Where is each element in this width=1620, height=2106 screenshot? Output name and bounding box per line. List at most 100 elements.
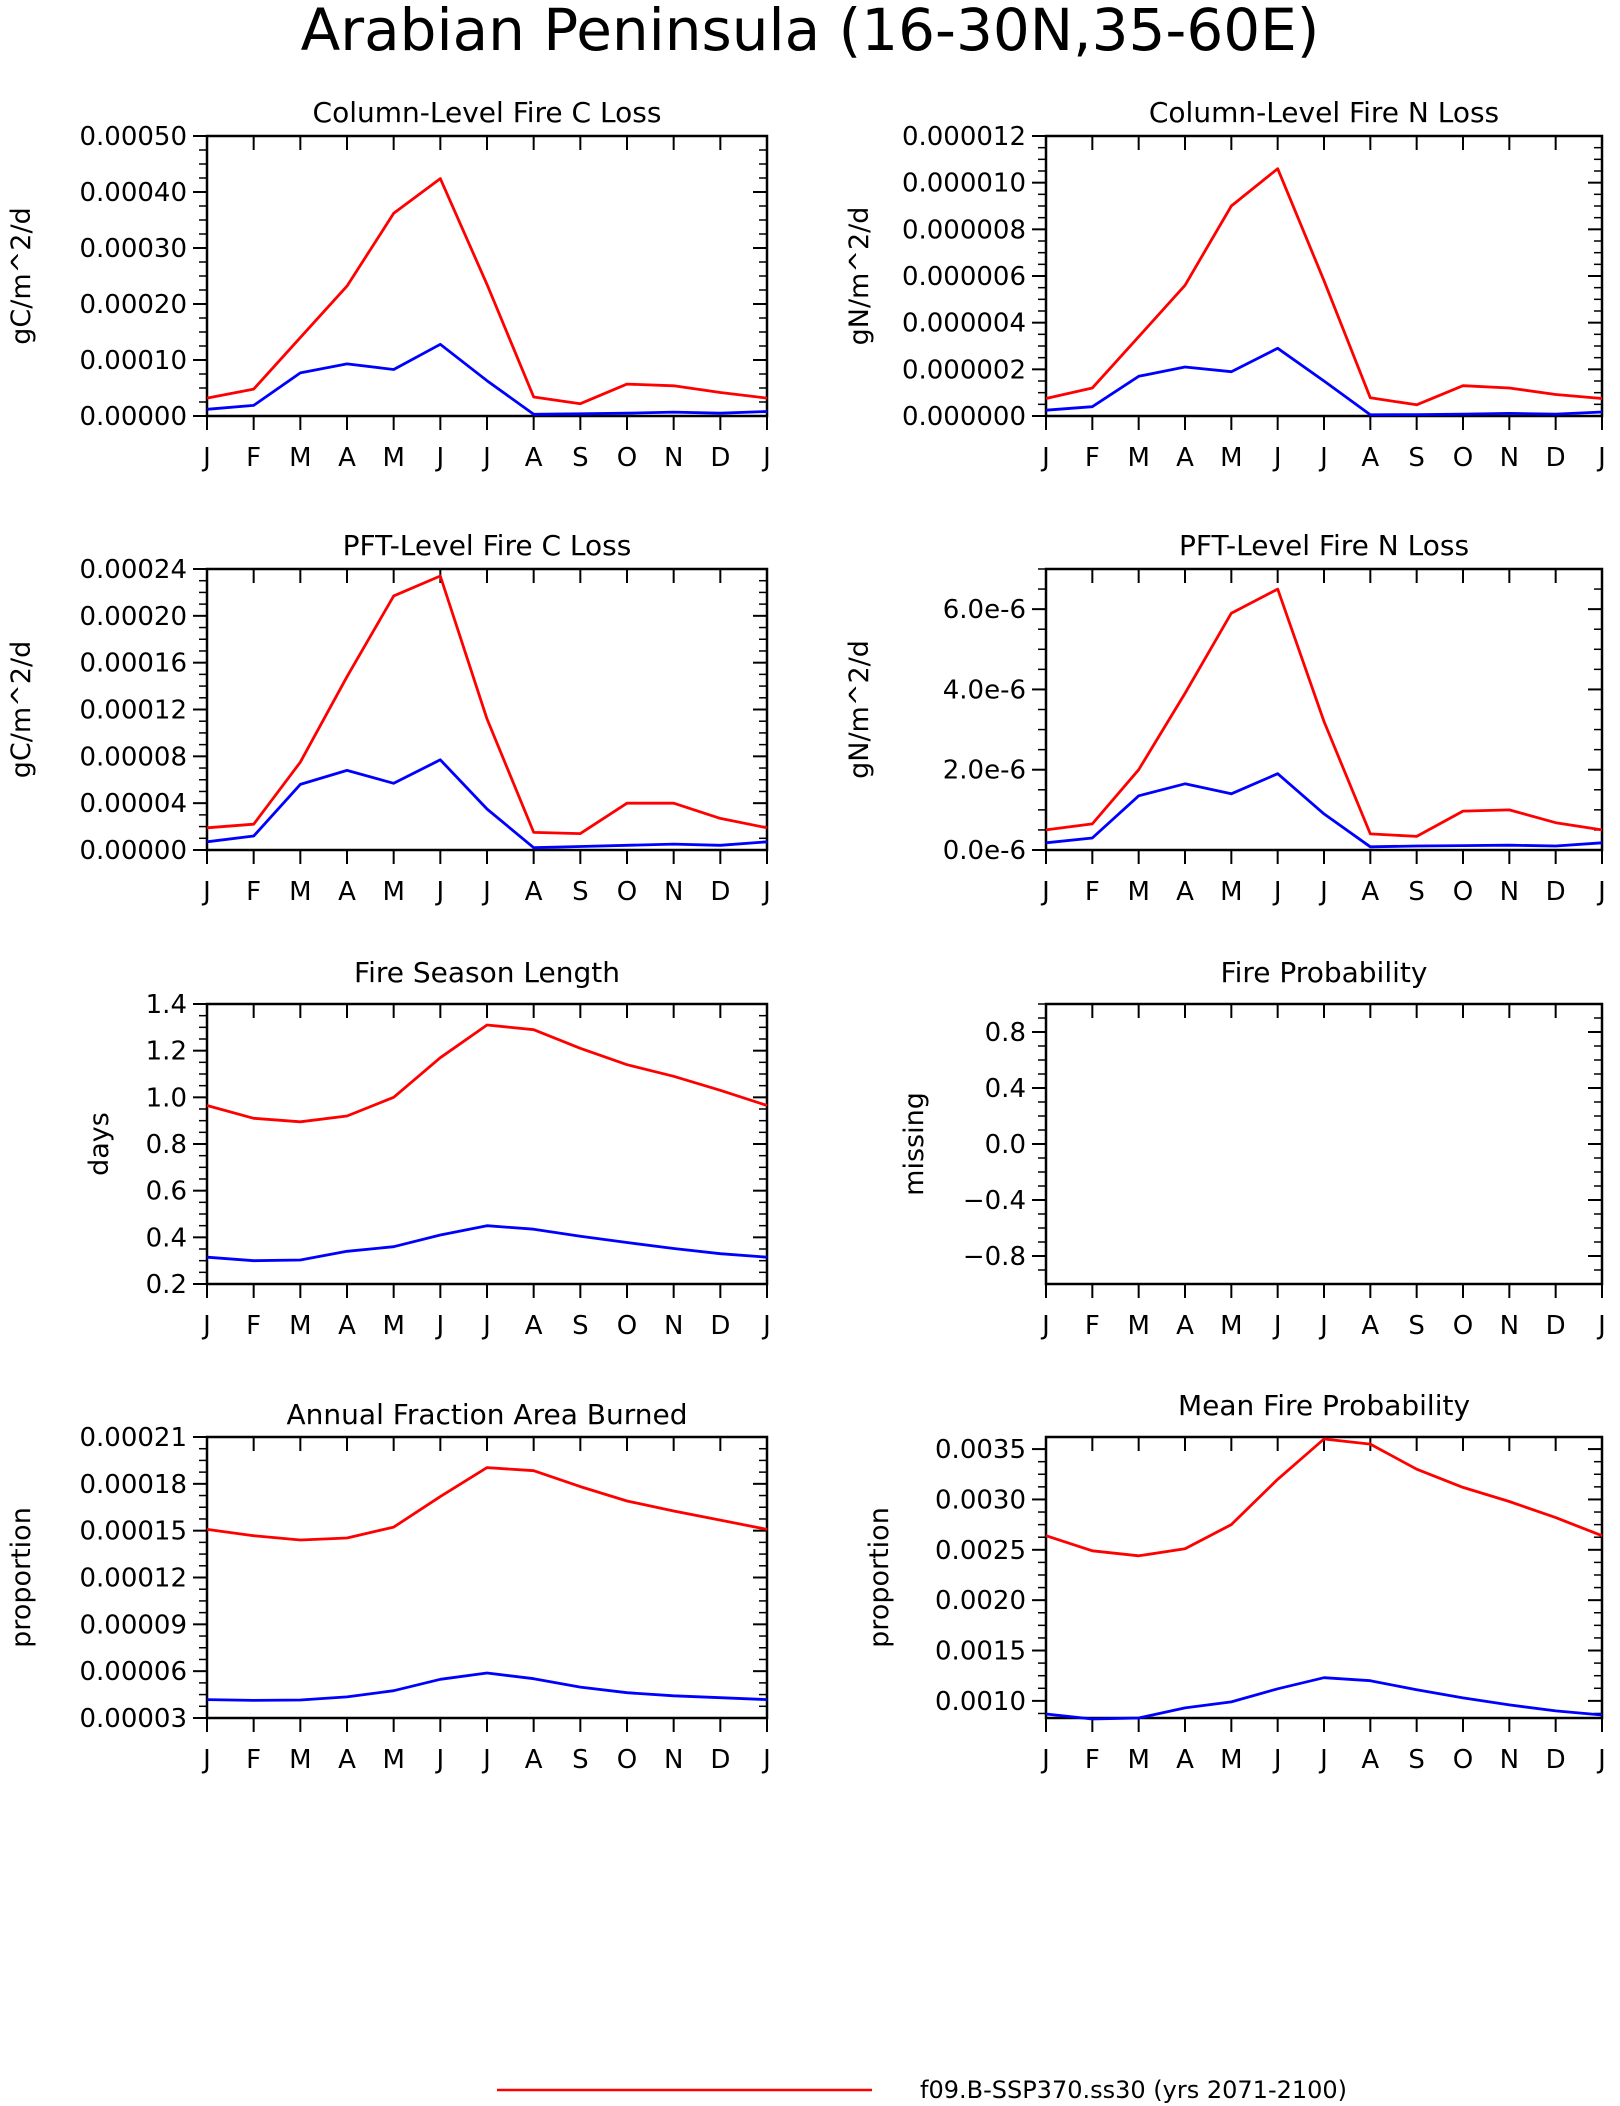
- series-line-red: [1045, 1437, 1603, 1558]
- x-tick-label: J: [1040, 877, 1050, 907]
- panel-2: J F M A M J J A S O N D J0.0000000.0000020.0000040.0…: [844, 96, 1606, 473]
- x-tick-label: J: [1272, 1311, 1282, 1341]
- series-line-blue: [1045, 772, 1603, 849]
- y-tick-label: 0.6: [146, 1177, 187, 1207]
- plot-frame: [205, 1435, 769, 1720]
- x-tick-label: O: [617, 877, 637, 907]
- x-tick-label: O: [617, 1745, 637, 1775]
- x-tick-label: J: [201, 1311, 211, 1341]
- y-tick-label: 0.0035: [935, 1435, 1026, 1465]
- y-tick-label: 0.2: [146, 1270, 187, 1300]
- x-tick-label: A: [338, 877, 356, 907]
- panel-title: Column-Level Fire C Loss: [313, 96, 662, 129]
- x-tick-label: A: [525, 1745, 543, 1775]
- x-tick-label: F: [246, 1311, 261, 1341]
- x-tick-label: N: [1500, 1311, 1519, 1341]
- x-tick-label: A: [525, 443, 543, 473]
- x-tick-label: S: [1408, 1745, 1425, 1775]
- y-axis-label: gC/m^2/d: [6, 641, 37, 778]
- panels: J F M A M J J A S O N D J0.000000.000100.000200.0003…: [6, 96, 1606, 1775]
- x-tick-label: O: [1453, 1745, 1473, 1775]
- x-tick-label: D: [1546, 443, 1566, 473]
- x-tick-label: A: [1361, 1745, 1379, 1775]
- x-tick-label: S: [1408, 877, 1425, 907]
- x-tick-label: S: [572, 1745, 589, 1775]
- x-tick-label: O: [1453, 1311, 1473, 1341]
- y-tick-label: 0.00010: [79, 346, 187, 376]
- panel-title: PFT-Level Fire C Loss: [343, 529, 632, 562]
- panel-title: Annual Fraction Area Burned: [287, 1398, 688, 1431]
- x-tick-label: M: [289, 1311, 311, 1341]
- x-tick-label: M: [289, 443, 311, 473]
- x-tick-label: J: [761, 1311, 771, 1341]
- x-tick-label: D: [710, 443, 730, 473]
- x-tick-label: O: [1453, 877, 1473, 907]
- x-tick-label: A: [338, 1745, 356, 1775]
- x-tick-label: M: [1220, 443, 1242, 473]
- y-tick-label: 0.000010: [902, 169, 1026, 199]
- plot-frame: [205, 1002, 769, 1286]
- x-tick-label: O: [1453, 443, 1473, 473]
- x-tick-label: S: [1408, 443, 1425, 473]
- y-tick-label: 0.00020: [79, 290, 187, 320]
- y-tick-label: 0.00012: [79, 1564, 187, 1594]
- plot-frame: [1044, 134, 1604, 418]
- y-tick-label: 0.00000: [79, 402, 187, 432]
- y-tick-label: 0.00003: [79, 1704, 187, 1734]
- y-tick-label: 0.00024: [79, 555, 187, 585]
- y-tick-label: 0.0030: [935, 1485, 1026, 1515]
- y-tick-label: 0.0: [985, 1130, 1026, 1160]
- y-tick-label: 6.0e-6: [943, 595, 1026, 625]
- x-tick-label: J: [761, 1745, 771, 1775]
- x-tick-label: J: [1318, 1311, 1328, 1341]
- y-tick-label: 0.00015: [79, 1517, 187, 1547]
- x-tick-label: N: [1500, 443, 1519, 473]
- x-tick-label: S: [572, 1311, 589, 1341]
- panel-7: J F M A M J J A S O N D J0.000030.000060.000090.0001…: [6, 1398, 771, 1775]
- y-tick-label: 0.4: [146, 1223, 187, 1253]
- x-tick-label: J: [1318, 877, 1328, 907]
- x-tick-label: J: [201, 443, 211, 473]
- y-axis-label: gN/m^2/d: [844, 640, 875, 779]
- y-tick-label: −0.8: [963, 1242, 1026, 1272]
- x-tick-label: J: [1596, 1745, 1606, 1775]
- series-line-blue: [206, 342, 768, 416]
- x-tick-label: M: [382, 877, 404, 907]
- y-tick-label: 0.00006: [79, 1657, 187, 1687]
- x-tick-label: S: [572, 877, 589, 907]
- x-tick-label: M: [382, 1745, 404, 1775]
- x-tick-label: J: [434, 443, 444, 473]
- y-tick-label: 0.000008: [902, 215, 1026, 245]
- x-tick-label: A: [1361, 443, 1379, 473]
- y-tick-label: 1.4: [146, 990, 187, 1020]
- panel-title: PFT-Level Fire N Loss: [1179, 529, 1469, 562]
- x-tick-label: J: [1596, 877, 1606, 907]
- x-tick-label: F: [246, 1745, 261, 1775]
- x-tick-label: F: [1085, 877, 1100, 907]
- y-tick-label: 0.000012: [902, 122, 1026, 152]
- y-tick-label: 0.00030: [79, 234, 187, 264]
- plot-frame: [205, 134, 769, 418]
- series-line-blue: [206, 758, 768, 850]
- panel-3: J F M A M J J A S O N D J0.000000.000040.000080.0001…: [6, 529, 771, 907]
- y-tick-label: 0.000002: [902, 355, 1026, 385]
- panel-1: J F M A M J J A S O N D J0.000000.000100.000200.0003…: [6, 96, 771, 473]
- x-tick-label: J: [1040, 1311, 1050, 1341]
- x-tick-label: F: [1085, 1311, 1100, 1341]
- x-tick-label: M: [289, 1745, 311, 1775]
- panel-title: Fire Season Length: [354, 956, 620, 989]
- x-tick-label: J: [1272, 1745, 1282, 1775]
- y-tick-label: 0.00021: [79, 1423, 187, 1453]
- x-tick-label: M: [1127, 1745, 1149, 1775]
- legend: f09.B-SSP370.ss30 (yrs 2071-2100): [497, 2076, 1347, 2104]
- y-tick-label: 0.00018: [79, 1470, 187, 1500]
- y-tick-label: 0.00008: [79, 742, 187, 772]
- x-tick-label: N: [664, 877, 683, 907]
- series-line-red: [206, 1466, 768, 1542]
- y-tick-label: 0.00016: [79, 649, 187, 679]
- x-tick-label: F: [246, 877, 261, 907]
- y-tick-label: 2.0e-6: [943, 756, 1026, 786]
- x-tick-label: S: [572, 443, 589, 473]
- y-axis-label: gN/m^2/d: [844, 207, 875, 346]
